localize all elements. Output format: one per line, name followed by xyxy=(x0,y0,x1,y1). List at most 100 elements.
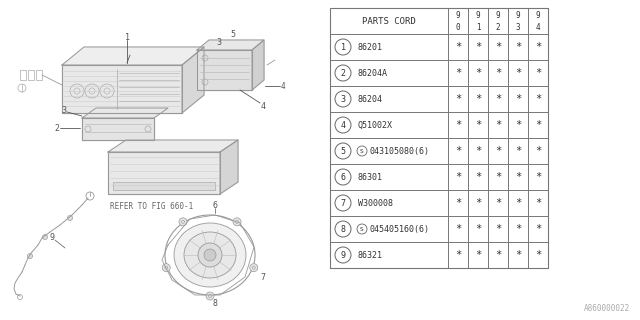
Text: *: * xyxy=(515,146,521,156)
Text: 1: 1 xyxy=(125,33,129,42)
Text: 7: 7 xyxy=(340,198,346,207)
Text: 2: 2 xyxy=(340,68,346,77)
Text: 86204: 86204 xyxy=(358,94,383,103)
Text: *: * xyxy=(515,224,521,234)
Polygon shape xyxy=(108,152,220,194)
Text: 4: 4 xyxy=(340,121,346,130)
Text: *: * xyxy=(455,42,461,52)
Text: 9: 9 xyxy=(49,233,54,242)
Text: *: * xyxy=(495,172,501,182)
Text: 1: 1 xyxy=(476,22,480,31)
Text: 6: 6 xyxy=(340,172,346,181)
Text: *: * xyxy=(455,68,461,78)
Text: *: * xyxy=(495,42,501,52)
Ellipse shape xyxy=(184,232,236,278)
Text: *: * xyxy=(475,68,481,78)
Text: *: * xyxy=(535,224,541,234)
Polygon shape xyxy=(82,108,168,118)
Text: *: * xyxy=(535,42,541,52)
Polygon shape xyxy=(252,40,264,90)
Text: *: * xyxy=(455,94,461,104)
Bar xyxy=(330,8,548,268)
Text: *: * xyxy=(455,146,461,156)
Text: Q51002X: Q51002X xyxy=(358,121,393,130)
Circle shape xyxy=(28,253,33,259)
Circle shape xyxy=(163,264,170,272)
Text: 86301: 86301 xyxy=(358,172,383,181)
Text: PARTS CORD: PARTS CORD xyxy=(362,17,416,26)
Text: *: * xyxy=(475,224,481,234)
Text: 9: 9 xyxy=(496,11,500,20)
Bar xyxy=(20,70,26,80)
Text: *: * xyxy=(535,94,541,104)
Text: 86321: 86321 xyxy=(358,251,383,260)
Text: *: * xyxy=(475,42,481,52)
Text: 1: 1 xyxy=(340,43,346,52)
Text: 86201: 86201 xyxy=(358,43,383,52)
Text: *: * xyxy=(515,94,521,104)
Text: S: S xyxy=(360,227,364,231)
Text: *: * xyxy=(515,198,521,208)
Text: *: * xyxy=(475,94,481,104)
Text: 3: 3 xyxy=(516,22,520,31)
Circle shape xyxy=(67,215,72,220)
Text: 2: 2 xyxy=(496,22,500,31)
Text: *: * xyxy=(455,120,461,130)
Ellipse shape xyxy=(174,223,246,287)
Text: 8: 8 xyxy=(212,299,218,308)
Text: *: * xyxy=(535,172,541,182)
Text: *: * xyxy=(535,198,541,208)
Text: *: * xyxy=(535,146,541,156)
Text: *: * xyxy=(535,250,541,260)
Text: *: * xyxy=(475,146,481,156)
Text: *: * xyxy=(475,120,481,130)
Text: *: * xyxy=(515,68,521,78)
Circle shape xyxy=(42,235,47,239)
Text: *: * xyxy=(495,94,501,104)
Text: *: * xyxy=(495,198,501,208)
Text: *: * xyxy=(455,198,461,208)
Circle shape xyxy=(233,218,241,226)
Text: 9: 9 xyxy=(456,11,460,20)
Text: *: * xyxy=(455,250,461,260)
Text: 9: 9 xyxy=(516,11,520,20)
Text: 9: 9 xyxy=(340,251,346,260)
Text: *: * xyxy=(495,120,501,130)
Polygon shape xyxy=(62,47,204,65)
Circle shape xyxy=(179,218,187,226)
Text: 86204A: 86204A xyxy=(358,68,388,77)
Text: 7: 7 xyxy=(260,273,266,282)
Text: *: * xyxy=(475,198,481,208)
Circle shape xyxy=(198,243,222,267)
Text: 045405160(6): 045405160(6) xyxy=(370,225,430,234)
Polygon shape xyxy=(82,118,154,140)
Bar xyxy=(113,182,215,190)
Polygon shape xyxy=(182,47,204,113)
Circle shape xyxy=(204,249,216,261)
Text: *: * xyxy=(495,224,501,234)
Polygon shape xyxy=(108,140,238,152)
Text: 0: 0 xyxy=(456,22,460,31)
Text: *: * xyxy=(475,250,481,260)
Bar xyxy=(36,70,42,80)
Text: 3: 3 xyxy=(61,106,67,115)
Text: REFER TO FIG 660-1: REFER TO FIG 660-1 xyxy=(110,202,194,211)
Text: *: * xyxy=(515,42,521,52)
Bar xyxy=(28,70,34,80)
Text: *: * xyxy=(455,224,461,234)
Text: 9: 9 xyxy=(476,11,480,20)
Text: 3: 3 xyxy=(216,37,221,46)
Polygon shape xyxy=(197,50,252,90)
Text: *: * xyxy=(515,250,521,260)
Text: 5: 5 xyxy=(230,29,236,38)
Text: *: * xyxy=(455,172,461,182)
Text: *: * xyxy=(515,172,521,182)
Text: *: * xyxy=(495,250,501,260)
Polygon shape xyxy=(220,140,238,194)
Text: 4: 4 xyxy=(536,22,540,31)
Text: *: * xyxy=(495,146,501,156)
Text: 4: 4 xyxy=(281,82,285,91)
Text: S: S xyxy=(360,148,364,154)
Text: *: * xyxy=(475,172,481,182)
Text: 3: 3 xyxy=(340,94,346,103)
